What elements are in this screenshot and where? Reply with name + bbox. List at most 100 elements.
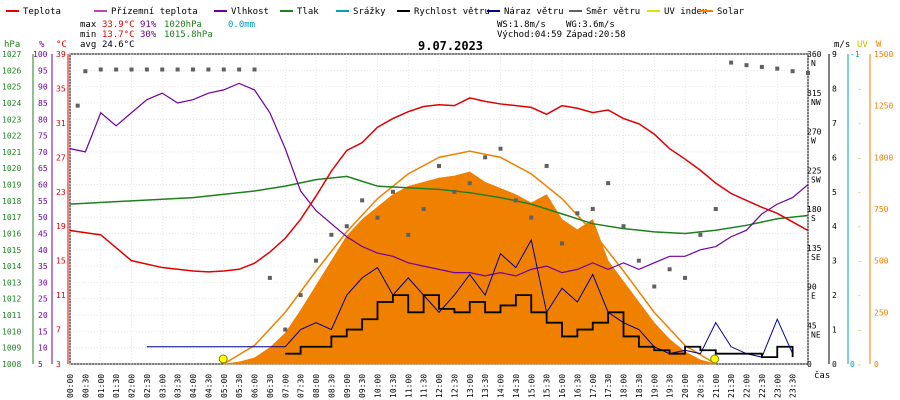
time-tick-label: 23:30 [789,374,798,398]
wind-gust-line [146,238,794,358]
dir-tick-label: NW [811,98,821,107]
hpa-tick-label: 1015 [2,246,21,255]
wind-direction-point [283,327,288,332]
wind-direction-point [744,63,749,68]
wind-speed-info: WS:1.8m/s [497,20,546,30]
uv-tick-mark: - [857,188,862,197]
pct-tick-label: 35 [38,262,48,271]
wind-direction-point [498,146,503,151]
wind-direction-point [513,198,518,203]
time-tick-label: 22:30 [758,374,767,398]
wind-direction-point [314,258,318,263]
deg-tick-label: 360 [807,50,822,59]
time-tick-label: 11:00 [404,374,413,398]
time-tick-label: 01:30 [112,374,121,398]
time-tick-label: 05:30 [235,374,244,398]
sunrise-marker [218,354,228,364]
legend-label: Tlak [297,7,319,17]
time-tick-label: 05:00 [220,374,229,398]
time-tick-label: 16:30 [573,374,582,398]
time-tick-label: 20:00 [681,374,690,398]
wind-direction-point [713,207,718,211]
wind-direction-point [160,67,165,72]
wind-direction-point [344,224,349,229]
time-tick-label: 13:30 [481,374,490,398]
sunset-marker [710,354,720,364]
time-axis-label: čas [814,370,830,381]
deg-tick-label: 45 [807,321,817,330]
time-tick-label: 13:00 [466,374,475,398]
time-tick-label: 17:30 [604,374,613,398]
dir-tick-label: N [811,59,816,68]
time-tick-label: 15:30 [543,374,552,398]
time-tick-label: 14:00 [497,374,506,398]
ms-tick-label: 8 [832,84,837,93]
wind-direction-point [175,67,180,72]
sunrise-info: Východ:04:59 [497,30,562,40]
uv-tick-label: 0 [850,360,855,369]
stat-min-humidity: 30% [140,30,157,40]
dir-tick-label: E [811,292,816,301]
wind-direction-point [790,69,795,74]
c-tick-label: 15 [56,257,66,266]
ms-axis-label: m/s [834,40,850,50]
hpa-tick-label: 1009 [2,344,21,353]
solar-area [223,171,716,365]
w-tick-label: 750 [874,205,889,214]
hpa-tick-label: 1014 [2,262,21,271]
uv-tick-mark: - [857,326,862,335]
pct-tick-label: 95 [38,66,48,75]
wind-direction-point [759,64,764,69]
uv-axis-label: UV [857,40,868,50]
wind-direction-point [452,189,457,194]
ms-tick-label: 0 [832,360,837,369]
hpa-tick-label: 1022 [2,132,21,141]
uv-tick-label: -1 [850,50,860,59]
time-tick-label: 21:00 [712,374,721,398]
wind-direction-point [606,181,611,186]
wind-direction-point [437,163,441,168]
ms-tick-label: 4 [832,222,837,231]
time-tick-label: 04:30 [204,374,213,398]
time-tick-label: 00:00 [66,374,75,398]
hpa-tick-label: 1020 [2,164,21,173]
c-tick-label: 23 [56,188,66,197]
w-tick-label: 0 [874,360,879,369]
wind-direction-point [729,60,734,65]
wind-direction-point [483,155,488,160]
hpa-tick-label: 1021 [2,148,21,157]
pct-tick-label: 5 [38,360,43,369]
wind-direction-point [806,70,810,75]
dir-tick-label: NE [811,330,821,339]
wind-direction-point [375,215,380,220]
wind-direction-point [298,293,303,298]
stat-rain: 0.0mm [228,20,255,30]
pct-tick-label: 20 [38,311,48,320]
wind-direction-point [621,224,626,229]
time-tick-label: 00:30 [81,374,90,398]
hpa-tick-label: 1026 [2,66,21,75]
time-tick-label: 04:00 [189,374,198,398]
wind-direction-point [421,207,426,211]
wind-speed-line [285,294,794,359]
hpa-tick-label: 1027 [2,50,21,59]
pct-tick-label: 30 [38,278,48,287]
time-tick-label: 23:00 [773,374,782,398]
stat-max-label: max [80,20,97,30]
time-tick-label: 14:30 [512,374,521,398]
deg-tick-label: 180 [807,205,822,214]
hpa-tick-label: 1011 [2,311,21,320]
pct-tick-label: 25 [38,295,48,304]
w-tick-label: 1000 [874,153,893,162]
time-tick-label: 07:00 [281,374,290,398]
time-tick-label: 20:30 [696,374,705,398]
wind-direction-point [252,67,257,72]
dir-tick-label: SW [811,175,821,184]
time-tick-label: 19:30 [666,374,675,398]
time-tick-label: 18:00 [620,374,629,398]
time-tick-label: 02:30 [143,374,152,398]
time-tick-label: 08:30 [327,374,336,398]
legend-label: Teplota [23,7,61,17]
wind-direction-point [560,241,564,246]
ms-tick-label: 5 [832,188,837,197]
